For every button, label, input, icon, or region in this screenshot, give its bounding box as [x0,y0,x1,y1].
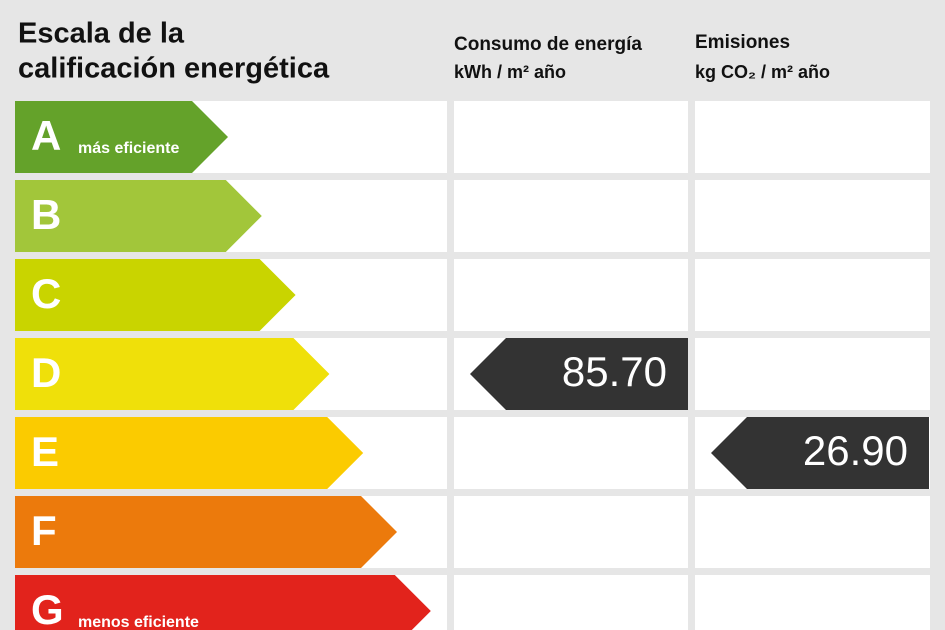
rating-letter: D [31,349,61,396]
rating-letter: B [31,191,61,238]
rating-letter: C [31,270,61,317]
cell [695,496,930,568]
indicator [470,338,688,410]
rating-letter: E [31,428,59,475]
rating-arrow [15,417,364,489]
column-unit: kg CO₂ / m² año [695,62,830,82]
cell [454,575,688,630]
rating-note: más eficiente [78,140,179,157]
rating-arrow [15,101,228,173]
rating-arrow [15,575,431,630]
rating-arrow [15,338,330,410]
rating-arrow [15,180,262,252]
column-title: Consumo de energía [454,34,642,55]
cell [454,101,688,173]
title: calificación energética [18,53,330,85]
column-title: Emisiones [695,32,790,53]
rating-letter: G [31,586,64,630]
column-unit: kWh / m² año [454,62,566,82]
indicator-value: 85.70 [562,348,667,395]
rating-arrow [15,259,296,331]
title: Escala de la [18,18,185,50]
cell [695,338,930,410]
indicator-value: 26.90 [803,427,908,474]
indicator [711,417,929,489]
cell [695,575,930,630]
cell [454,496,688,568]
cell [454,417,688,489]
cell [454,259,688,331]
rating-letter: F [31,507,57,554]
rating-arrow [15,496,397,568]
rating-note: menos eficiente [78,614,199,630]
rating-letter: A [31,112,61,159]
cell [695,180,930,252]
cell [454,180,688,252]
cell [695,101,930,173]
cell [695,259,930,331]
